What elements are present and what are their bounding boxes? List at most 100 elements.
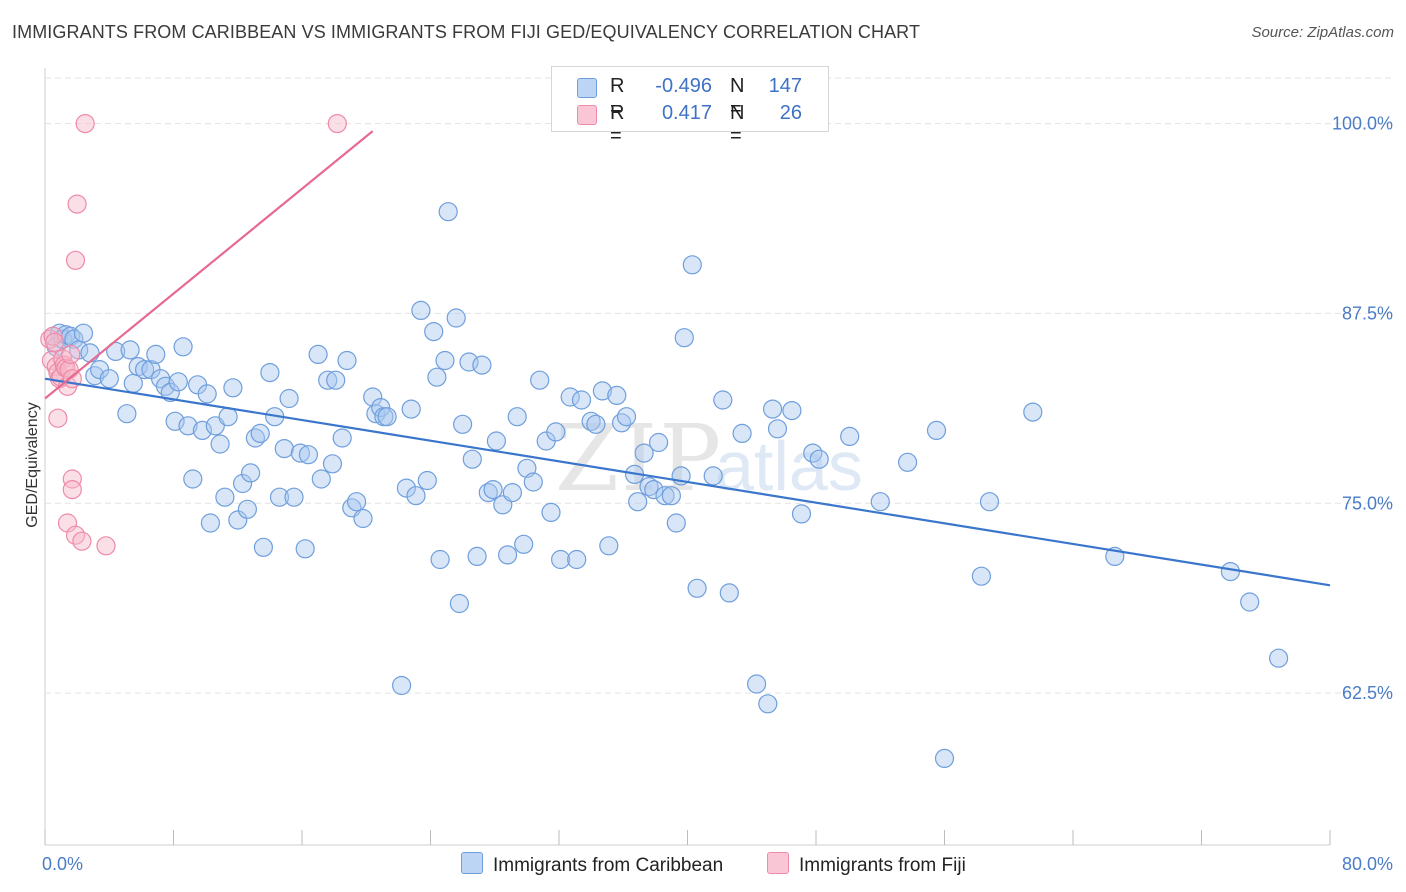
fiji-point [72, 531, 92, 551]
caribbean-point [719, 583, 739, 603]
caribbean-point [616, 407, 637, 427]
caribbean-point [322, 454, 343, 474]
caribbean-point [1240, 592, 1260, 612]
fiji-point [44, 332, 65, 352]
fiji-legend-label: Immigrants from Fiji [799, 855, 966, 876]
caribbean-point [546, 422, 566, 442]
caribbean-point [507, 407, 527, 427]
caribbean-point [424, 322, 444, 342]
caribbean-point [586, 414, 606, 434]
gridlines [45, 77, 1394, 694]
caribbean-point [401, 399, 421, 419]
caribbean-point [634, 443, 654, 463]
caribbean-legend-label: Immigrants from Caribbean [493, 855, 724, 876]
caribbean-point [396, 478, 416, 498]
caribbean-point [430, 549, 450, 570]
trend-lines [44, 130, 1331, 587]
caribbean-point [530, 370, 550, 390]
caribbean-point [523, 472, 543, 492]
x-tick-label-max: 80.0% [1342, 854, 1393, 874]
fiji-r-value: 0.417 [661, 102, 712, 124]
legend-item-fiji: Immigrants from Fiji [767, 852, 966, 877]
fiji-point [327, 113, 347, 134]
caribbean-point [758, 694, 778, 714]
caribbean-point [1268, 648, 1289, 668]
caribbean-point [233, 473, 253, 494]
caribbean-point [453, 414, 473, 434]
source-label: Source: ZipAtlas.com [1251, 24, 1394, 41]
caribbean-point [183, 469, 203, 489]
caribbean-point [269, 487, 290, 507]
x-tick-label-min: 0.0% [42, 854, 83, 874]
caribbean-point [298, 445, 318, 465]
caribbean-point [218, 407, 238, 427]
caribbean-point [363, 387, 383, 407]
caribbean-point [934, 748, 955, 769]
caribbean-r-value: -0.496 [655, 75, 712, 97]
legend-r-label: R = [610, 102, 625, 147]
caribbean-point [210, 434, 230, 454]
caribbean-point [284, 487, 304, 507]
y-axis-label: GED/Equivalency [24, 402, 41, 527]
caribbean-point [628, 492, 648, 512]
caribbean-point [449, 593, 469, 614]
caribbean-point [571, 390, 592, 410]
caribbean-point [311, 469, 331, 489]
caribbean-point [106, 341, 126, 361]
caribbean-point [502, 483, 523, 503]
caribbean-point [160, 382, 180, 402]
caribbean-point [200, 513, 220, 533]
caribbean-point [326, 370, 346, 390]
caribbean-point [560, 387, 580, 407]
caribbean-point [703, 466, 723, 486]
caribbean-point [809, 449, 829, 469]
caribbean-trend-line [44, 377, 1331, 587]
caribbean-point [223, 378, 243, 398]
tick-labels: 62.5% 75.0% 87.5% 100.0% 0.0% 80.0% [42, 114, 1393, 874]
fiji-point [65, 250, 86, 270]
caribbean-point [648, 432, 669, 453]
fiji-trend-line [44, 130, 374, 400]
caribbean-point [514, 534, 534, 554]
caribbean-point [173, 337, 193, 357]
caribbean-point [64, 329, 84, 349]
fiji-point [48, 408, 68, 428]
caribbean-point [1023, 402, 1043, 422]
fiji-point [75, 113, 95, 134]
caribbean-point [260, 363, 280, 383]
caribbean-point [607, 385, 627, 405]
caribbean-point [435, 350, 455, 371]
caribbean-point [782, 401, 802, 421]
caribbean-point [644, 480, 664, 500]
caribbean-point [295, 539, 315, 559]
caribbean-point [687, 578, 707, 598]
caribbean-point [661, 486, 682, 506]
caribbean-point [215, 487, 235, 507]
caribbean-point [840, 426, 860, 446]
legend-item-caribbean: Immigrants from Caribbean [461, 852, 723, 877]
caribbean-point [483, 480, 503, 500]
y-tick-label: 62.5% [1342, 683, 1393, 703]
caribbean-legend-swatch [461, 852, 483, 874]
chart-title: IMMIGRANTS FROM CARIBBEAN VS IMMIGRANTS … [12, 22, 921, 42]
legend-n-label: N = [730, 102, 745, 147]
caribbean-point [767, 419, 788, 439]
caribbean-n-value: 147 [768, 75, 802, 97]
axes [44, 68, 1331, 846]
caribbean-point [682, 255, 702, 275]
caribbean-point [241, 463, 261, 483]
caribbean-point [550, 549, 571, 570]
caribbean-point [1220, 561, 1241, 582]
fiji-point [62, 469, 82, 489]
caribbean-point [674, 328, 694, 348]
fiji-point [96, 536, 116, 556]
caribbean-point [274, 439, 294, 459]
caribbean-point [99, 369, 119, 389]
caribbean-point [467, 546, 487, 567]
caribbean-point [411, 300, 431, 320]
caribbean-point [392, 675, 412, 696]
caribbean-point [168, 372, 188, 392]
caribbean-point [250, 423, 270, 443]
caribbean-point [713, 390, 733, 410]
